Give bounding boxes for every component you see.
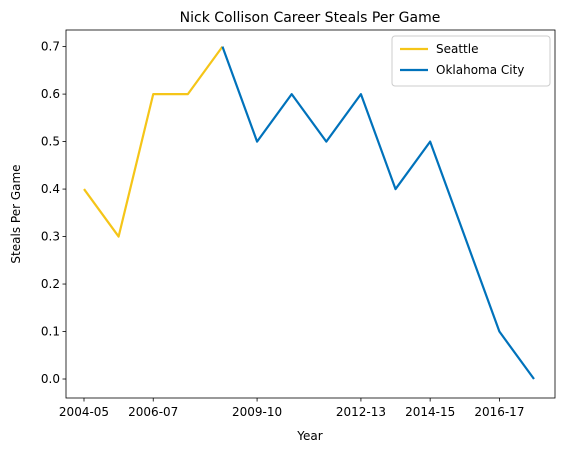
- y-tick-label: 0.5: [41, 135, 60, 149]
- y-tick-label: 0.0: [41, 372, 60, 386]
- y-axis-label: Steals Per Game: [9, 164, 23, 263]
- y-tick-label: 0.6: [41, 87, 60, 101]
- x-axis-label: Year: [296, 429, 322, 443]
- y-tick-label: 0.4: [41, 182, 60, 196]
- y-tick-label: 0.2: [41, 277, 60, 291]
- legend-label: Oklahoma City: [436, 63, 524, 77]
- legend-label: Seattle: [436, 42, 478, 56]
- chart-title: Nick Collison Career Steals Per Game: [180, 10, 441, 26]
- series-layer: [83, 45, 535, 380]
- x-tick-label: 2012-13: [336, 405, 386, 419]
- plot-frame: [65, 29, 556, 399]
- x-tick-label: 2014-15: [405, 405, 455, 419]
- legend: Seattle Oklahoma City: [391, 35, 551, 87]
- x-tick-label: 2006-07: [128, 405, 178, 419]
- ticks-layer: 0.0 0.1 0.2 0.3 0.4 0.5 0.6 0.7 2004-05 2006-07 20…: [41, 40, 525, 419]
- y-tick-label: 0.1: [41, 325, 60, 339]
- x-tick-label: 2009-10: [232, 405, 282, 419]
- y-tick-label: 0.7: [41, 40, 60, 54]
- series-line-seattle: [83, 45, 224, 238]
- x-tick-label: 2004-05: [59, 405, 109, 419]
- x-tick-label: 2016-17: [474, 405, 524, 419]
- y-tick-label: 0.3: [41, 230, 60, 244]
- series-line-oklahoma-city: [221, 46, 535, 380]
- legend-box: [391, 35, 551, 87]
